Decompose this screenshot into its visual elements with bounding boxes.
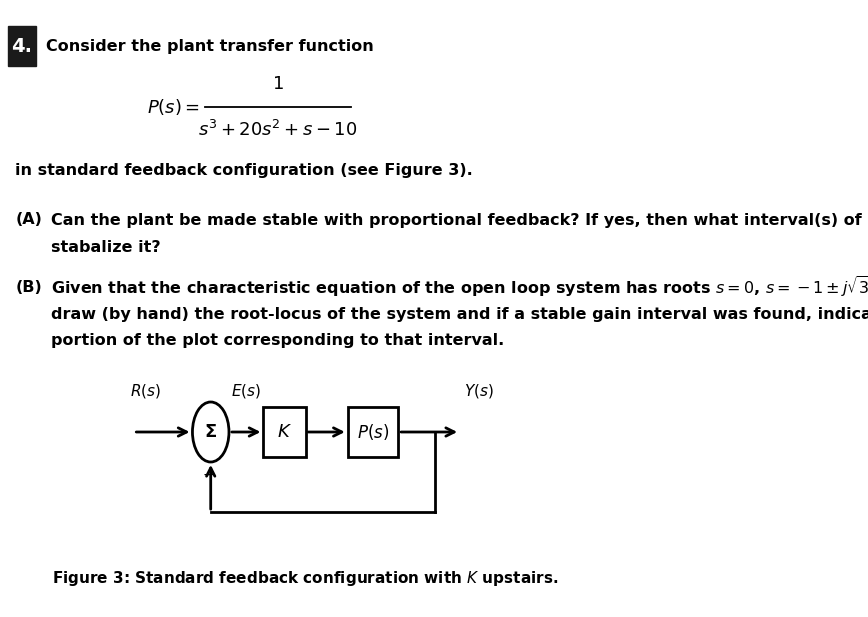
Text: Given that the characteristic equation of the open loop system has roots $\mathi: Given that the characteristic equation o… xyxy=(50,275,868,299)
Text: draw (by hand) the root-locus of the system and if a stable gain interval was fo: draw (by hand) the root-locus of the sys… xyxy=(50,307,868,321)
Text: $\mathit{Y}(\mathit{s})$: $\mathit{Y}(\mathit{s})$ xyxy=(464,382,493,400)
Text: $\mathit{s}^3+20\mathit{s}^2+\mathit{s}-10$: $\mathit{s}^3+20\mathit{s}^2+\mathit{s}-… xyxy=(199,120,358,140)
FancyBboxPatch shape xyxy=(263,407,306,457)
FancyBboxPatch shape xyxy=(348,407,398,457)
Text: Consider the plant transfer function: Consider the plant transfer function xyxy=(46,38,373,54)
Text: $\mathbf{\Sigma}$: $\mathbf{\Sigma}$ xyxy=(204,423,217,441)
Text: 4.: 4. xyxy=(11,36,32,56)
Text: $\mathit{E}(\mathit{s})$: $\mathit{E}(\mathit{s})$ xyxy=(231,382,261,400)
Text: (A): (A) xyxy=(16,212,43,228)
Text: $1$: $1$ xyxy=(273,75,284,93)
Text: (B): (B) xyxy=(16,280,43,294)
Text: $\mathit{P}(\mathit{s})=$: $\mathit{P}(\mathit{s})=$ xyxy=(148,97,201,117)
Text: Can the plant be made stable with proportional feedback? If yes, then what inter: Can the plant be made stable with propor… xyxy=(50,212,868,228)
Text: portion of the plot corresponding to that interval.: portion of the plot corresponding to tha… xyxy=(50,334,503,349)
Text: Figure 3: Standard feedback configuration with $\mathit{K}$ upstairs.: Figure 3: Standard feedback configuratio… xyxy=(51,569,558,589)
Text: in standard feedback configuration (see Figure 3).: in standard feedback configuration (see … xyxy=(16,162,473,178)
Text: $\mathit{K}$: $\mathit{K}$ xyxy=(277,423,292,441)
Text: stabalize it?: stabalize it? xyxy=(50,239,161,254)
Text: $\mathit{P}(\mathit{s})$: $\mathit{P}(\mathit{s})$ xyxy=(357,422,389,442)
Text: $-$: $-$ xyxy=(202,467,214,481)
FancyBboxPatch shape xyxy=(8,26,36,66)
Text: $\mathit{R}(\mathit{s})$: $\mathit{R}(\mathit{s})$ xyxy=(130,382,161,400)
